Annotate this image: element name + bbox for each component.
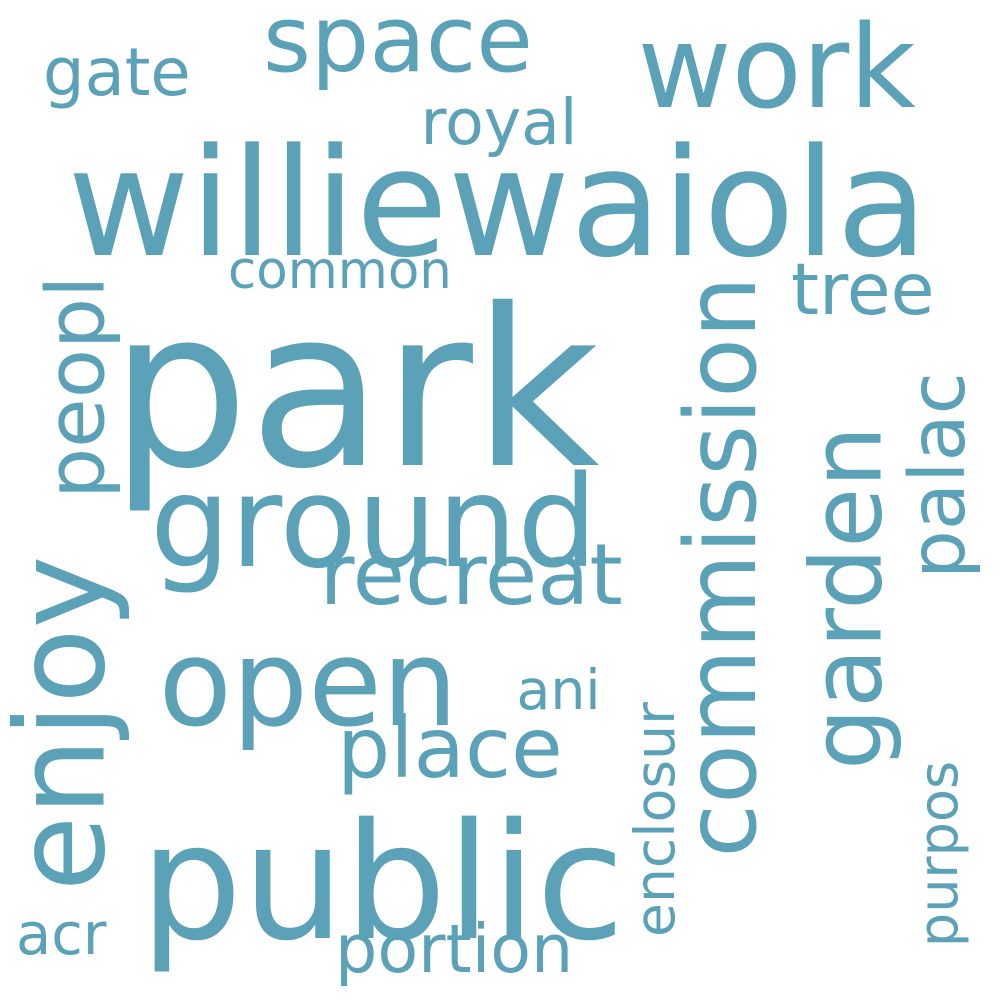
word-ani: ani	[516, 658, 601, 723]
word-garden: garden	[789, 425, 904, 770]
word-park: park	[110, 261, 600, 517]
word-williewaiola: williewaiola	[67, 117, 928, 291]
word-space: space	[263, 0, 533, 93]
word-portion: portion	[335, 909, 574, 988]
word-tree: tree	[791, 247, 935, 331]
word-place: place	[337, 698, 563, 797]
word-recreat: recreat	[319, 525, 623, 625]
word-work: work	[637, 0, 916, 135]
word-common: common	[228, 241, 452, 301]
word-acr: acr	[16, 901, 107, 968]
word-royal: royal	[420, 85, 578, 159]
word-gate: gate	[43, 34, 191, 111]
word-peopl: peopl	[27, 275, 122, 499]
word-palac: palac	[893, 371, 983, 579]
word-open: open	[158, 615, 458, 754]
word-enjoy: enjoy	[0, 555, 133, 891]
word-ground: ground	[150, 448, 598, 596]
word-public: public	[140, 788, 625, 976]
word-enclosur: enclosur	[623, 701, 688, 937]
word-purpos: purpos	[906, 760, 970, 947]
word-commission: commission	[664, 275, 779, 858]
